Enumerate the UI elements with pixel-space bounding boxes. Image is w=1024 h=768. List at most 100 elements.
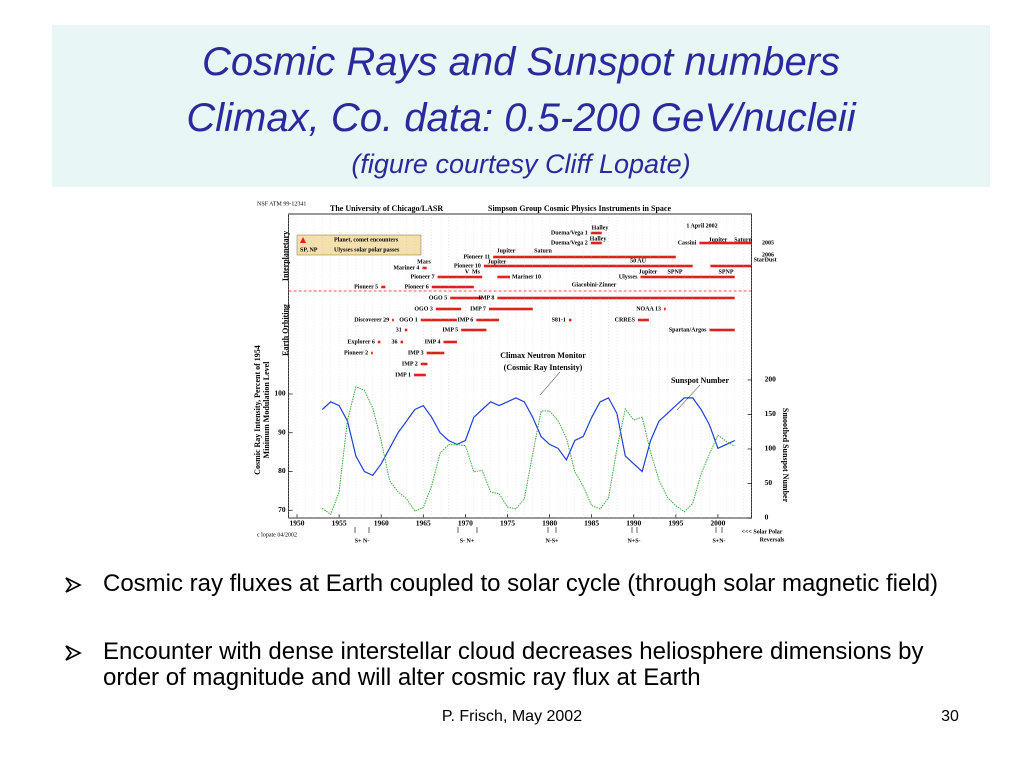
annotation: Saturn — [734, 237, 752, 243]
subtitle: (figure courtesy Cliff Lopate) — [351, 149, 691, 179]
y-tick-label: 80 — [278, 466, 286, 475]
mission-bar — [461, 328, 487, 332]
reversal-note: Reversals — [760, 537, 785, 543]
mission-bar — [422, 266, 427, 270]
label-pointer — [676, 384, 701, 411]
mission-label: Pioneer 5 — [354, 284, 378, 290]
annotation: SPNP — [668, 269, 683, 275]
mission-bar — [640, 275, 735, 279]
mission-label: Duema/Vega 2 — [551, 240, 588, 246]
annotation: Jupiter — [709, 237, 728, 243]
figure-note: NSF ATM 99-12341 — [257, 201, 306, 207]
mission-label: Pioneer 2 — [344, 350, 368, 356]
mission-label: 31 — [396, 327, 402, 333]
y2-tick-label: 50 — [765, 478, 773, 487]
reversal-label: S+ N- — [355, 538, 370, 544]
mission-bar — [450, 296, 483, 300]
mission-label: Explorer 6 — [348, 339, 375, 345]
reversal-label: N-S+ — [545, 538, 559, 544]
mission-bar — [377, 340, 381, 344]
y2-tick-label: 200 — [765, 375, 777, 384]
mission-label: IMP 3 — [408, 350, 424, 356]
y-axis-label: Cosmic Ray Intensity, Percent of 1954 — [253, 345, 262, 475]
mission-label: StarDust — [754, 257, 777, 263]
mission-bar — [590, 241, 602, 245]
mission-label: Discoverer 29 — [354, 317, 389, 323]
figure-header: The University of Chicago/LASR — [330, 204, 443, 213]
title-box: Cosmic Rays and Sunspot numbers Climax, … — [52, 25, 990, 187]
mission-label: IMP 8 — [479, 295, 495, 301]
mission-bar — [420, 362, 428, 366]
mission-bar — [371, 351, 373, 355]
annotation: Jupiter — [639, 269, 658, 275]
mission-label: OGO 3 — [414, 306, 433, 312]
mission-bar — [710, 264, 752, 268]
mission-label: IMP 5 — [442, 327, 458, 333]
mission-bar — [426, 351, 445, 355]
y-axis-label: Minimum Modulation Level — [262, 361, 271, 459]
legend-triangle — [300, 237, 306, 243]
mission-bar — [497, 275, 510, 279]
mission-bar — [699, 241, 752, 245]
mission-label: IMP 1 — [395, 372, 411, 378]
legend-text: Planet, comet encounters — [334, 237, 399, 243]
mission-label: Pioneer 7 — [411, 274, 435, 280]
bullet-arrow — [65, 577, 82, 593]
mission-label: Cassini — [678, 240, 697, 246]
mission-label: 36 — [392, 339, 398, 345]
mission-label: IMP 2 — [402, 361, 418, 367]
annotation: Halley — [592, 225, 609, 231]
y2-tick-label: 150 — [765, 409, 777, 418]
mission-label: CRRES — [615, 317, 636, 323]
mission-bar — [664, 307, 666, 311]
annotation: V — [465, 269, 470, 275]
annotation: 2006 — [762, 252, 774, 258]
mission-bar — [420, 318, 457, 322]
mission-label: IMP 4 — [425, 339, 441, 345]
annotation: Halley — [590, 236, 607, 242]
y2-axis-label: Smoothed Sunspot Number — [781, 408, 790, 503]
mission-label: OGO 5 — [429, 295, 448, 301]
page-number: 30 — [941, 708, 959, 725]
mission-bar — [476, 318, 500, 322]
annotation: SPNP — [719, 269, 734, 275]
series-label: Sunspot Number — [671, 376, 729, 385]
bullet: Encounter with dense interstellar cloud … — [103, 638, 924, 691]
bullet-arrow — [65, 645, 82, 661]
annotation: Mars — [417, 259, 431, 265]
mission-bar — [637, 318, 649, 322]
mission-bar — [381, 285, 386, 289]
legend-text: SP, NP — [300, 247, 318, 253]
figure-header: Simpson Group Cosmic Physics Instruments… — [488, 204, 671, 213]
mission-bar — [400, 340, 404, 344]
mission-bar — [431, 285, 474, 289]
section-label: Earth Orbiting — [281, 304, 290, 356]
annotation: Giacobini-Zinner — [572, 282, 617, 288]
mission-bar — [437, 275, 483, 279]
mission-bar — [443, 340, 457, 344]
mission-bar — [483, 264, 693, 268]
mission-label: Mariner 10 — [512, 274, 541, 280]
x-tick-label: 1960 — [374, 519, 389, 528]
mission-label: IMP 7 — [470, 306, 486, 312]
mission-bar — [414, 373, 426, 377]
x-tick-label: 1990 — [626, 519, 641, 528]
x-tick-label: 1970 — [458, 519, 473, 528]
y-tick-label: 70 — [278, 505, 286, 514]
x-tick-label: 1975 — [500, 519, 515, 528]
x-tick-label: 2000 — [710, 519, 725, 528]
figure: NSF ATM 99-12341 The University of Chicag… — [252, 201, 791, 545]
annotation: Saturn — [534, 248, 552, 254]
mission-label: Pioneer 11 — [463, 254, 490, 260]
mission-bar — [493, 255, 676, 259]
reversal-note: <<< Solar Polar — [742, 529, 783, 535]
y-tick-label: 90 — [278, 427, 286, 436]
mission-label: S81-1 — [552, 317, 566, 323]
footer: P. Frisch, May 2002 — [441, 708, 583, 725]
curve-note: (Cosmic Ray Intensity) — [504, 363, 583, 372]
x-tick-label: 1985 — [584, 519, 599, 528]
x-tick-label: 1995 — [668, 519, 683, 528]
mission-bar — [709, 328, 735, 332]
legend-text: Ulysses solar polar passes — [334, 247, 400, 253]
